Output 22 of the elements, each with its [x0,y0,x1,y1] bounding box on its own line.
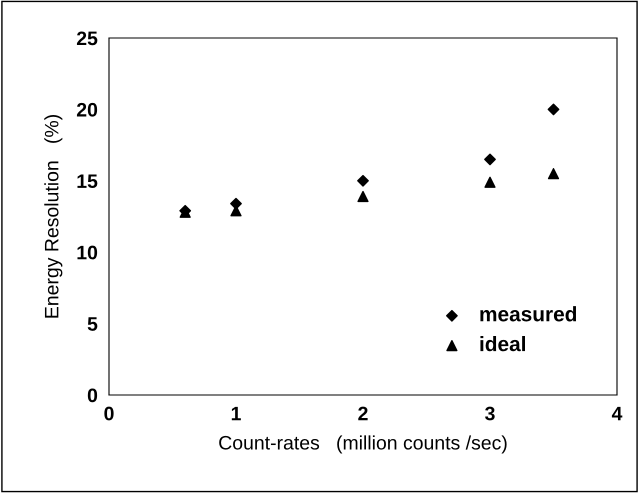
x-tick-label: 1 [232,406,241,420]
point [484,153,496,166]
legend-label: measured [480,306,576,322]
y-tick-label: 0 [88,388,98,402]
legend-label: ideal [480,336,525,352]
x-tick-label: 3 [485,406,495,420]
y-tick-label: 5 [88,317,98,331]
point [230,198,242,210]
x-tick-label: 2 [358,406,368,420]
point [357,174,369,187]
y-tick-label: 15 [77,174,98,188]
point [548,104,560,116]
y-tick-label: 10 [77,246,98,260]
y-tick-label: 20 [76,102,98,117]
x-axis-title: Count-rates (million counts /sec) [219,435,507,454]
x-tick-label: 0 [104,406,114,420]
point [484,176,496,188]
y-tick-label: 25 [76,31,98,46]
point [357,190,369,202]
y-axis-title: Energy Resolution (%) [44,115,62,318]
point [548,168,560,180]
x-tick-label: 4 [612,406,622,420]
